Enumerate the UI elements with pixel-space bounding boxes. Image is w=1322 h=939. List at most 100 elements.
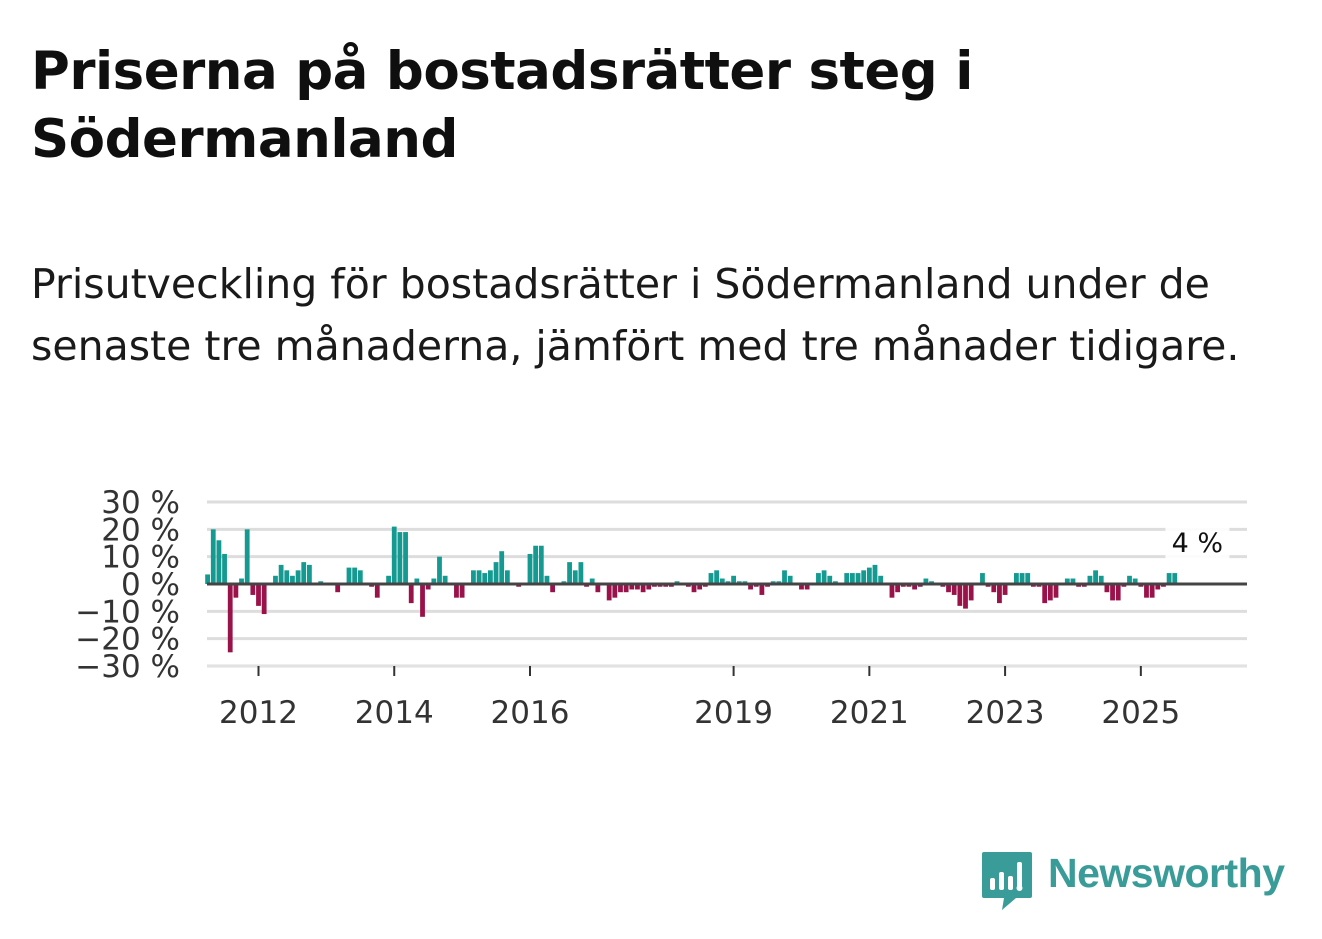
- bar: [595, 584, 601, 593]
- bar: [1087, 575, 1093, 584]
- bar: [210, 529, 216, 584]
- bar: [397, 532, 403, 584]
- bar: [476, 570, 482, 584]
- bar: [821, 570, 827, 584]
- bar: [459, 584, 465, 598]
- annotation-background: [1165, 524, 1230, 560]
- bar: [482, 573, 488, 584]
- bar: [408, 584, 414, 604]
- bar: [290, 575, 295, 584]
- y-tick-label: −10 %: [75, 594, 180, 630]
- bar: [804, 584, 810, 590]
- bar: [442, 575, 448, 584]
- bar: [878, 575, 884, 584]
- bar: [946, 584, 951, 593]
- x-tick-label: 2016: [491, 695, 570, 731]
- bar: [895, 584, 901, 593]
- bar: [425, 584, 431, 590]
- bar: [414, 578, 420, 584]
- chart-title: Priserna på bostadsrätter steg i Söderma…: [31, 41, 973, 170]
- newsworthy-bar-chart-icon: [982, 852, 1032, 910]
- bar: [1002, 584, 1008, 595]
- bar-chart: 30 %20 %10 %0 %−10 %−20 %−30 % 2012 2014 2…: [75, 485, 1247, 731]
- bar: [635, 584, 640, 590]
- bar: [1172, 573, 1178, 584]
- bar: [431, 578, 437, 584]
- y-tick-label: 0 %: [121, 567, 180, 603]
- bar: [991, 584, 997, 593]
- bar: [1025, 573, 1031, 584]
- bar: [250, 584, 256, 595]
- bar: [1166, 573, 1172, 584]
- gridlines: [207, 500, 1247, 668]
- bar: [499, 551, 505, 584]
- bar: [386, 575, 391, 584]
- bar: [612, 584, 618, 598]
- bar: [391, 526, 397, 584]
- annotation-label: 4 %: [1172, 528, 1223, 559]
- bar: [222, 553, 227, 584]
- bar: [708, 573, 714, 584]
- bar: [437, 556, 442, 584]
- x-tick-label: 2025: [1101, 695, 1180, 731]
- bar: [782, 570, 787, 584]
- bar: [273, 575, 278, 584]
- bar: [1047, 584, 1053, 601]
- bar: [239, 578, 244, 584]
- bar: [951, 584, 957, 595]
- chart-subtitle: Prisutveckling för bostadsrätter i Söder…: [31, 260, 1240, 370]
- bar: [1070, 578, 1076, 584]
- bar: [629, 584, 635, 590]
- bar: [227, 584, 233, 653]
- y-tick-label: 30 %: [101, 485, 180, 521]
- bar: [493, 562, 499, 584]
- bar: [844, 573, 850, 584]
- bar: [957, 584, 963, 606]
- bar: [1014, 573, 1019, 584]
- bar: [1132, 578, 1138, 584]
- y-axis-ticks: 30 %20 %10 %0 %−10 %−20 %−30 %: [75, 485, 180, 685]
- bar: [295, 570, 301, 584]
- bar: [640, 584, 646, 593]
- y-tick-label: 10 %: [101, 540, 180, 576]
- bar: [488, 570, 493, 584]
- bar: [646, 584, 652, 590]
- x-axis-ticks: 2012 2014 2016 2019 2021 2023 2025: [219, 666, 1180, 731]
- bar: [980, 573, 985, 584]
- bar: [1019, 573, 1025, 584]
- bar: [872, 564, 878, 584]
- bar: [578, 562, 584, 584]
- bar: [233, 584, 239, 598]
- bar: [816, 573, 821, 584]
- bar: [335, 584, 341, 593]
- bar: [589, 578, 595, 584]
- bar: [719, 578, 725, 584]
- bar: [759, 584, 765, 595]
- x-tick-label: 2019: [694, 695, 773, 731]
- bar: [623, 584, 629, 593]
- bar: [550, 584, 556, 593]
- bar: [357, 570, 363, 584]
- bars: [205, 526, 1178, 653]
- y-tick-label: −20 %: [75, 622, 180, 658]
- bar: [205, 574, 210, 584]
- bar: [861, 570, 867, 584]
- bar: [1053, 584, 1059, 598]
- bar: [866, 567, 872, 584]
- bar: [1149, 584, 1155, 598]
- bar: [1110, 584, 1115, 601]
- bar: [912, 584, 917, 590]
- x-tick-label: 2023: [966, 695, 1045, 731]
- bar: [787, 575, 793, 584]
- y-tick-label: −30 %: [75, 649, 180, 685]
- bar: [544, 575, 550, 584]
- bar: [799, 584, 804, 590]
- bar: [923, 578, 929, 584]
- bar: [714, 570, 720, 584]
- x-tick-label: 2014: [355, 695, 434, 731]
- bar: [691, 584, 697, 593]
- bar: [256, 584, 261, 606]
- bar: [968, 584, 974, 601]
- bar: [855, 573, 861, 584]
- newsworthy-logo: Newsworthy: [980, 848, 1300, 912]
